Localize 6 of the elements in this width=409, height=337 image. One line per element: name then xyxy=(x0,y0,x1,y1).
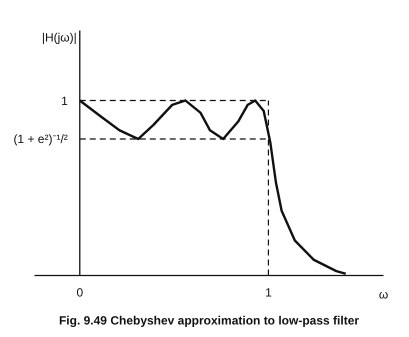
ref-line-label: 1 xyxy=(61,94,68,108)
x-axis-title: ω xyxy=(378,288,388,302)
x-tick-label: 0 xyxy=(76,286,84,300)
ref-line-label: (1 + e²)⁻¹/² xyxy=(13,132,68,146)
y-axis-title: |H(jω)| xyxy=(42,30,77,44)
text: Fig. 9.49 Chebyshev approximation to low-pass filter xyxy=(58,314,360,328)
